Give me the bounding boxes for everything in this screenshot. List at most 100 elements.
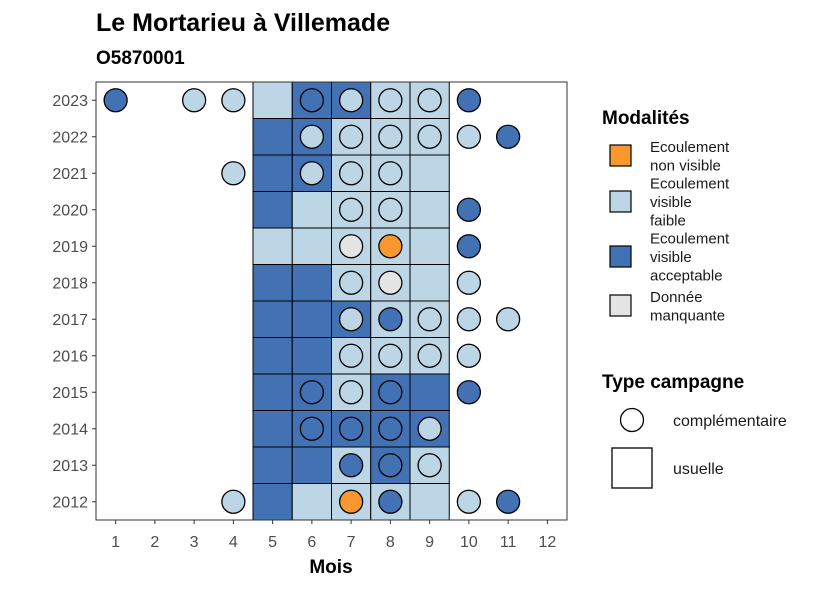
legend-key-circle [619,407,645,433]
point-2015-10 [456,380,482,405]
tile-2014-5 [252,410,293,448]
point-2022-6 [299,124,325,149]
tile-2012-9 [409,483,450,521]
point-2016-7 [338,343,364,368]
point-2012-11 [495,489,521,514]
point-2021-4 [221,161,246,186]
tile-2022-5 [252,118,293,156]
point-2016-10 [456,343,482,368]
y-tick-label-2019: 2019 [52,239,88,256]
point-2023-10 [456,88,482,113]
tile-2013-5 [252,446,293,484]
y-tick-label-2022: 2022 [52,129,88,146]
legend-key-3 [609,245,632,268]
tile-2018-5 [252,264,293,302]
point-2023-9 [417,88,442,113]
chart-title: Le Mortarieu à Villemade [96,9,390,37]
x-tick-label-7: 7 [347,534,356,551]
point-2017-11 [495,307,521,332]
legend-key-4 [609,294,632,317]
x-axis-title: Mois [309,557,352,578]
x-tick-label-8: 8 [386,534,395,551]
point-2012-8 [378,489,403,514]
tile-2022-7 [331,118,372,156]
point-2018-7 [338,270,364,295]
x-tick-label-2: 2 [150,534,159,551]
point-2012-4 [221,489,246,514]
point-2016-9 [417,343,442,368]
point-2015-7 [338,380,364,405]
tile-2013-6 [291,446,332,484]
legend-label-1-line-1: Ecoulement [650,139,730,156]
point-2016-8 [378,343,403,368]
point-2022-7 [338,124,364,149]
campagne-legend: Type campagne complémentaire usuelle [602,372,787,489]
legend-key-square [611,447,653,489]
tile-2019-9 [409,227,450,265]
plot-panel-border [95,81,568,521]
point-2017-7 [338,307,364,332]
tile-2020-6 [291,191,332,229]
y-tick-label-2013: 2013 [52,458,88,475]
x-tick-label-4: 4 [229,534,238,551]
point-2012-7 [338,489,364,514]
point-2022-11 [495,124,521,149]
legend-label-2-line-3: faible [650,213,686,230]
point-2013-9 [417,453,442,478]
y-tick-label-2023: 2023 [52,93,88,110]
point-2023-3 [181,88,207,113]
legend-label-3-line-3: acceptable [650,268,723,285]
tile-2023-5 [252,81,293,119]
y-tick-label-2017: 2017 [52,312,88,329]
x-tick-label-9: 9 [425,534,434,551]
x-tick-label-12: 12 [538,534,556,551]
tile-2020-5 [252,191,293,229]
legend-label-2-line-1: Ecoulement [650,176,730,193]
point-2013-8 [378,453,403,478]
tile-2016-6 [291,337,332,375]
tile-2021-8 [370,154,411,192]
modalites-legend-title: Modalités [602,108,690,129]
tile-2012-6 [291,483,332,521]
y-tick-label-2012: 2012 [52,494,88,511]
point-2017-10 [456,307,482,332]
point-2018-10 [456,270,482,295]
tile-2021-9 [409,154,450,192]
point-2013-7 [338,453,364,478]
chart-subtitle: O5870001 [96,48,185,69]
legend-label-3-line-2: visible [650,249,692,266]
point-2020-10 [456,197,482,222]
point-2017-9 [417,307,442,332]
point-2014-6 [299,416,325,441]
usuelle-tiles [252,81,450,521]
legend-label-1-line-2: non visible [650,157,721,174]
point-2023-8 [378,88,403,113]
tile-2019-5 [252,227,293,265]
tile-2015-5 [252,373,293,411]
point-2014-7 [338,416,364,441]
tile-2018-9 [409,264,450,302]
point-2018-8 [378,270,403,295]
legend-label-3-line-1: Ecoulement [650,231,730,248]
point-2012-10 [456,489,482,514]
legend-label-square: usuelle [673,461,724,478]
point-2019-10 [456,234,482,259]
x-tick-label-3: 3 [190,534,199,551]
legend-key-2 [609,190,632,213]
y-tick-label-2018: 2018 [52,275,88,292]
y-tick-label-2015: 2015 [52,385,88,402]
x-tick-label-6: 6 [307,534,316,551]
legend-key-1 [609,144,632,167]
legend-label-circle: complémentaire [673,413,787,430]
point-2017-8 [378,307,403,332]
legend-label-2-line-2: visible [650,194,692,211]
x-tick-label-10: 10 [460,534,478,551]
campagne-legend-title: Type campagne [602,372,744,393]
x-axis: 1 2 3 4 5 6 7 8 9 10 11 12 [111,520,556,551]
x-tick-label-1: 1 [111,534,120,551]
point-2022-10 [456,124,482,149]
point-2019-8 [378,234,403,259]
point-2014-9 [417,416,442,441]
